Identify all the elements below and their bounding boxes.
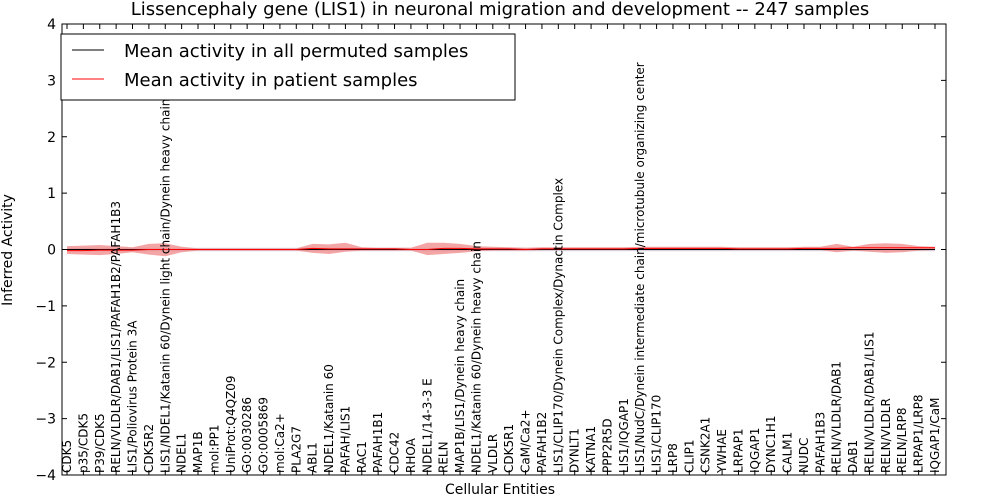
y-tick-label: −2 <box>35 355 56 371</box>
y-tick-label: −4 <box>35 468 56 484</box>
x-category-label: CaM/Ca2+ <box>519 409 533 473</box>
x-category-label: NDEL1/Katanin 60/Dynein heavy chain <box>469 241 483 473</box>
x-category-label: PAFAH1B1 <box>371 412 385 473</box>
x-category-label: RELN/VLDLR/DAB1/LIS1/PAFAH1B2/PAFAH1B3 <box>109 201 123 473</box>
x-category-label: LIS1/NDEL1/Katanin 60/Dynein light chain… <box>158 99 172 473</box>
x-category-label: CDK5R1 <box>502 424 516 473</box>
x-category-label: MAP1B/LIS1/Dynein heavy chain <box>453 279 467 473</box>
x-category-label: NDEL1/Katanin 60 <box>322 364 336 473</box>
x-category-label: LIS1/IQGAP1 <box>617 398 631 473</box>
x-category-label: CLIP1 <box>682 440 696 473</box>
y-tick-label: 2 <box>47 130 56 146</box>
x-category-label: IQGAP1 <box>748 428 762 473</box>
x-category-label: P39/CDK5 <box>93 413 107 473</box>
x-category-label: MAP1B <box>191 431 205 473</box>
x-category-label: LIS1/CLIP170/Dynein Complex/Dynactin Com… <box>551 178 565 473</box>
x-category-label: RELN <box>437 441 451 473</box>
x-axis-label: Cellular Entities <box>445 482 555 498</box>
x-category-label: GO:0030286 <box>240 397 254 473</box>
x-category-label: DYNC1H1 <box>764 415 778 473</box>
x-category-label: PPP2R5D <box>601 418 615 473</box>
x-category-label: DAB1 <box>846 440 860 473</box>
x-category-label: RAC1 <box>355 441 369 473</box>
x-category-label: CALM1 <box>781 432 795 473</box>
legend-label-patient: Mean activity in patient samples <box>124 70 418 91</box>
x-category-label: PLA2G7 <box>289 426 303 473</box>
x-category-label: CDK5R2 <box>142 424 156 473</box>
x-category-label: LRPAP1 <box>732 428 746 473</box>
x-category-label: PAFAH/LIS1 <box>338 406 352 473</box>
y-tick-label: 0 <box>47 243 56 259</box>
x-category-label: RELN/VLDLR <box>879 398 893 473</box>
y-axis-label: Inferred Activity <box>0 194 16 306</box>
x-category-label: NDEL1 <box>175 433 189 473</box>
plot-frame <box>61 23 947 476</box>
x-category-label: DYNLT1 <box>568 428 582 473</box>
x-category-label: RELN/VLDLR/DAB1/LIS1 <box>863 332 877 473</box>
x-category-label: LRPAP1/LRP8 <box>912 394 926 473</box>
y-tick-label: 4 <box>47 17 56 33</box>
x-category-label: LIS1/Poliovirus Protein 3A <box>126 320 140 473</box>
x-category-label: CDC42 <box>388 432 402 473</box>
x-category-label: RHOA <box>404 437 418 473</box>
legend: Mean activity in all permuted samples Me… <box>60 33 516 101</box>
x-category-label: PAFAH1B2 <box>535 412 549 473</box>
x-category-label: CSNK2A1 <box>699 417 713 473</box>
x-category-label: p35/CDK5 <box>76 413 90 473</box>
x-category-label: GO:0005869 <box>257 397 271 473</box>
x-category-label: UniProt:Q4QZ09 <box>224 375 238 473</box>
x-category-label: RELN/LRP8 <box>895 407 909 473</box>
y-tick-label: 3 <box>47 73 56 89</box>
x-category-label: LIS1/CLIP170 <box>650 395 664 473</box>
y-tick-label: −1 <box>35 299 56 315</box>
x-category-label: YWHAE <box>715 429 729 474</box>
y-tick-label: −3 <box>35 412 56 428</box>
legend-label-permuted: Mean activity in all permuted samples <box>124 41 468 62</box>
x-category-label: LIS1/NudC/Dynein intermediate chain/micr… <box>633 62 647 473</box>
x-category-label: PAFAH1B3 <box>813 412 827 473</box>
x-category-label: VLDLR <box>486 434 500 473</box>
legend-box <box>60 33 516 101</box>
y-tick-label: 1 <box>47 186 56 202</box>
x-category-label: mol:PP1 <box>207 424 221 473</box>
x-category-label: KATNA1 <box>584 426 598 473</box>
x-category-label: ABL1 <box>306 442 320 473</box>
series-line-1 <box>67 247 935 252</box>
x-category-label: LRP8 <box>666 443 680 473</box>
x-category-label: mol:Ca2+ <box>273 413 287 473</box>
x-category-label: CDK5 <box>60 440 74 473</box>
x-category-label: RELN/VLDLR/DAB1 <box>830 361 844 473</box>
x-category-label: NUDC <box>797 438 811 473</box>
x-category-label: IQGAP1/CaM <box>928 398 942 474</box>
chart-title: Lissencephaly gene (LIS1) in neuronal mi… <box>131 0 870 20</box>
x-category-label: NDEL1/14-3-3 E <box>420 378 434 473</box>
